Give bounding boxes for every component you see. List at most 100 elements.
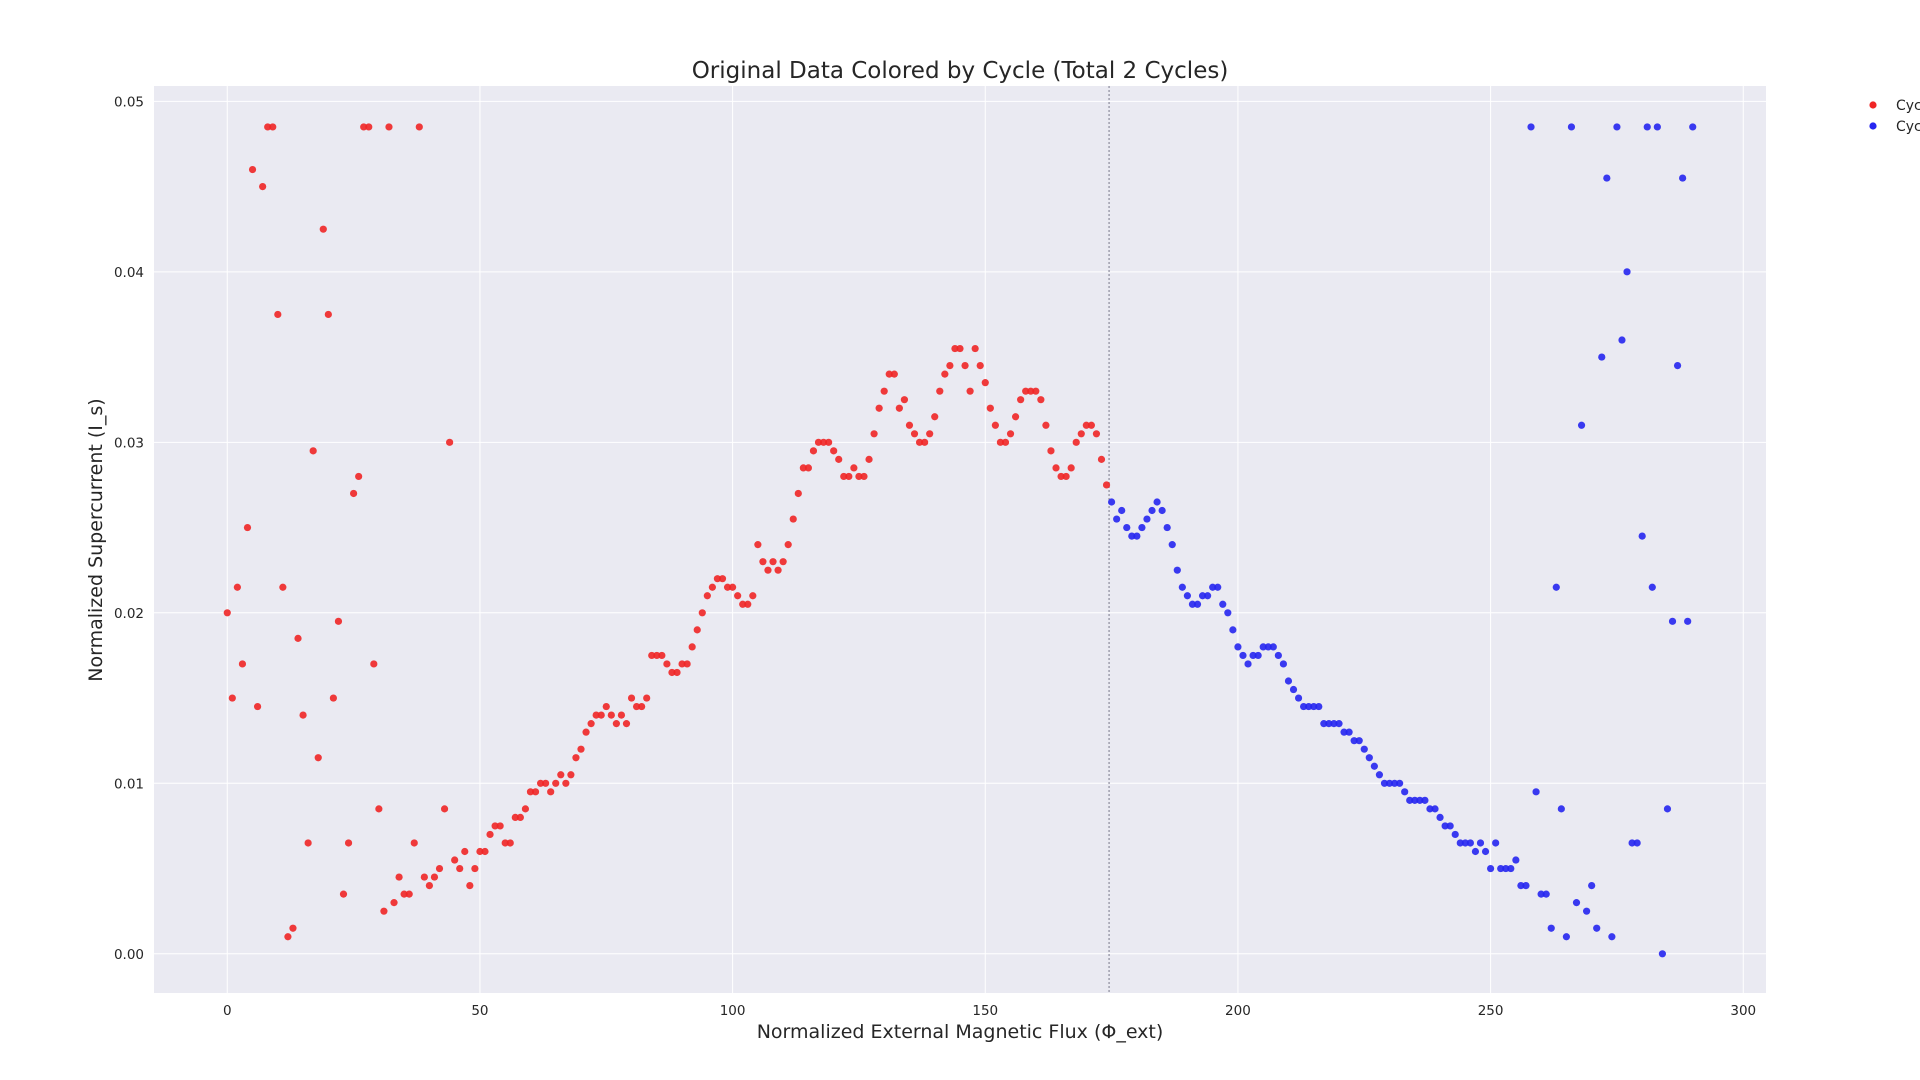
data-point-cycle-2 bbox=[1461, 839, 1469, 847]
data-point-cycle-2 bbox=[1603, 174, 1611, 182]
data-point-cycle-1 bbox=[1097, 455, 1106, 463]
data-point-cycle-2 bbox=[1583, 907, 1591, 915]
data-point-cycle-2 bbox=[1113, 515, 1121, 523]
data-point-cycle-2 bbox=[1239, 651, 1247, 660]
data-point-cycle-1 bbox=[794, 489, 802, 498]
data-point-cycle-1 bbox=[466, 881, 474, 890]
data-point-cycle-1 bbox=[481, 847, 489, 856]
data-point-cycle-1 bbox=[885, 370, 893, 378]
data-point-cycle-2 bbox=[1476, 839, 1485, 847]
x-tick-label: 300 bbox=[1730, 1003, 1756, 1019]
data-point-cycle-1 bbox=[996, 438, 1005, 446]
data-point-cycle-2 bbox=[1148, 506, 1156, 515]
data-point-cycle-1 bbox=[557, 771, 565, 779]
data-point-cycle-2 bbox=[1198, 592, 1207, 600]
data-point-cycle-1 bbox=[931, 413, 939, 421]
data-point-cycle-1 bbox=[526, 788, 535, 796]
data-point-cycle-2 bbox=[1613, 123, 1621, 131]
data-point-cycle-2 bbox=[1123, 523, 1131, 532]
data-point-cycle-2 bbox=[1305, 702, 1313, 711]
data-point-cycle-1 bbox=[1052, 464, 1060, 472]
data-point-cycle-2 bbox=[1188, 600, 1197, 608]
data-point-cycle-1 bbox=[385, 123, 393, 131]
y-tick-label: 0.02 bbox=[114, 606, 144, 622]
data-point-cycle-2 bbox=[1416, 796, 1424, 804]
data-point-cycle-1 bbox=[759, 558, 767, 566]
data-point-cycle-1 bbox=[688, 643, 696, 651]
data-point-cycle-1 bbox=[638, 702, 646, 711]
y-axis-label: Normalized Supercurrent (I_s) bbox=[85, 398, 107, 681]
data-point-cycle-2 bbox=[1289, 685, 1298, 694]
data-point-cycle-2 bbox=[1300, 702, 1308, 711]
x-tick-label: 50 bbox=[471, 1003, 488, 1019]
data-point-cycle-1 bbox=[1042, 421, 1050, 429]
x-tick-label: 100 bbox=[720, 1003, 746, 1019]
data-point-cycle-2 bbox=[1522, 881, 1530, 890]
data-point-cycle-1 bbox=[572, 754, 580, 762]
data-point-cycle-1 bbox=[915, 438, 924, 446]
data-point-cycle-2 bbox=[1401, 788, 1409, 796]
data-point-cycle-1 bbox=[663, 660, 671, 668]
data-point-cycle-1 bbox=[723, 583, 732, 591]
data-point-cycle-1 bbox=[1102, 481, 1111, 489]
data-point-cycle-1 bbox=[248, 165, 257, 174]
data-point-cycle-1 bbox=[698, 609, 706, 617]
data-point-cycle-1 bbox=[729, 583, 737, 591]
data-point-cycle-1 bbox=[375, 805, 383, 813]
data-point-cycle-1 bbox=[461, 847, 469, 856]
data-point-cycle-2 bbox=[1269, 643, 1277, 651]
data-point-cycle-1 bbox=[370, 660, 378, 668]
data-point-cycle-2 bbox=[1219, 600, 1227, 608]
data-point-cycle-2 bbox=[1406, 796, 1414, 804]
data-point-cycle-2 bbox=[1481, 847, 1490, 856]
data-point-cycle-1 bbox=[309, 447, 317, 455]
data-point-cycle-2 bbox=[1360, 745, 1368, 753]
data-point-cycle-1 bbox=[779, 558, 787, 566]
data-point-cycle-2 bbox=[1380, 779, 1389, 787]
data-point-cycle-1 bbox=[986, 404, 994, 412]
data-point-cycle-1 bbox=[900, 396, 909, 404]
data-point-cycle-1 bbox=[658, 651, 666, 660]
data-point-cycle-2 bbox=[1532, 788, 1540, 796]
y-tick-label: 0.03 bbox=[114, 435, 144, 451]
x-tick-labels: 0 50 100 150 200 250 300 bbox=[223, 1003, 1756, 1019]
data-point-cycle-1 bbox=[910, 430, 919, 438]
data-point-cycle-2 bbox=[1623, 268, 1631, 276]
data-point-cycle-2 bbox=[1618, 336, 1626, 344]
data-point-cycle-2 bbox=[1244, 660, 1252, 668]
data-point-cycle-2 bbox=[1375, 771, 1384, 779]
data-point-cycle-1 bbox=[921, 438, 929, 446]
data-point-cycle-1 bbox=[1067, 464, 1075, 472]
data-point-cycle-1 bbox=[961, 362, 969, 370]
x-tick-label: 150 bbox=[972, 1003, 998, 1019]
data-point-cycle-1 bbox=[981, 379, 989, 387]
data-point-cycle-2 bbox=[1274, 651, 1282, 660]
chart-title: Original Data Colored by Cycle (Total 2 … bbox=[692, 58, 1229, 84]
data-point-cycle-1 bbox=[693, 626, 701, 634]
data-point-cycle-2 bbox=[1259, 643, 1267, 651]
data-point-cycle-1 bbox=[648, 651, 656, 660]
data-point-cycle-1 bbox=[587, 720, 595, 728]
data-point-cycle-1 bbox=[552, 779, 560, 787]
data-point-cycle-1 bbox=[713, 575, 722, 583]
data-point-cycle-2 bbox=[1471, 847, 1480, 856]
legend-label-cycle-2: Cyc bbox=[1896, 119, 1920, 135]
data-point-cycle-2 bbox=[1163, 523, 1171, 532]
data-point-cycle-2 bbox=[1279, 660, 1288, 668]
data-point-cycle-1 bbox=[1027, 387, 1035, 395]
data-point-cycle-1 bbox=[496, 822, 504, 830]
data-point-cycle-1 bbox=[956, 344, 964, 353]
data-point-cycle-1 bbox=[516, 813, 524, 821]
data-point-cycle-1 bbox=[653, 651, 661, 660]
data-point-cycle-1 bbox=[1032, 387, 1040, 395]
data-point-cycle-2 bbox=[1330, 720, 1338, 728]
data-point-cycle-2 bbox=[1466, 839, 1474, 847]
data-point-cycle-1 bbox=[324, 310, 332, 319]
data-point-cycle-1 bbox=[405, 890, 413, 898]
data-point-cycle-1 bbox=[875, 404, 883, 412]
data-point-cycle-1 bbox=[718, 575, 727, 583]
data-point-cycle-1 bbox=[789, 515, 797, 523]
data-point-cycle-1 bbox=[617, 711, 626, 719]
data-point-cycle-1 bbox=[501, 839, 509, 847]
data-point-cycle-2 bbox=[1264, 643, 1272, 651]
